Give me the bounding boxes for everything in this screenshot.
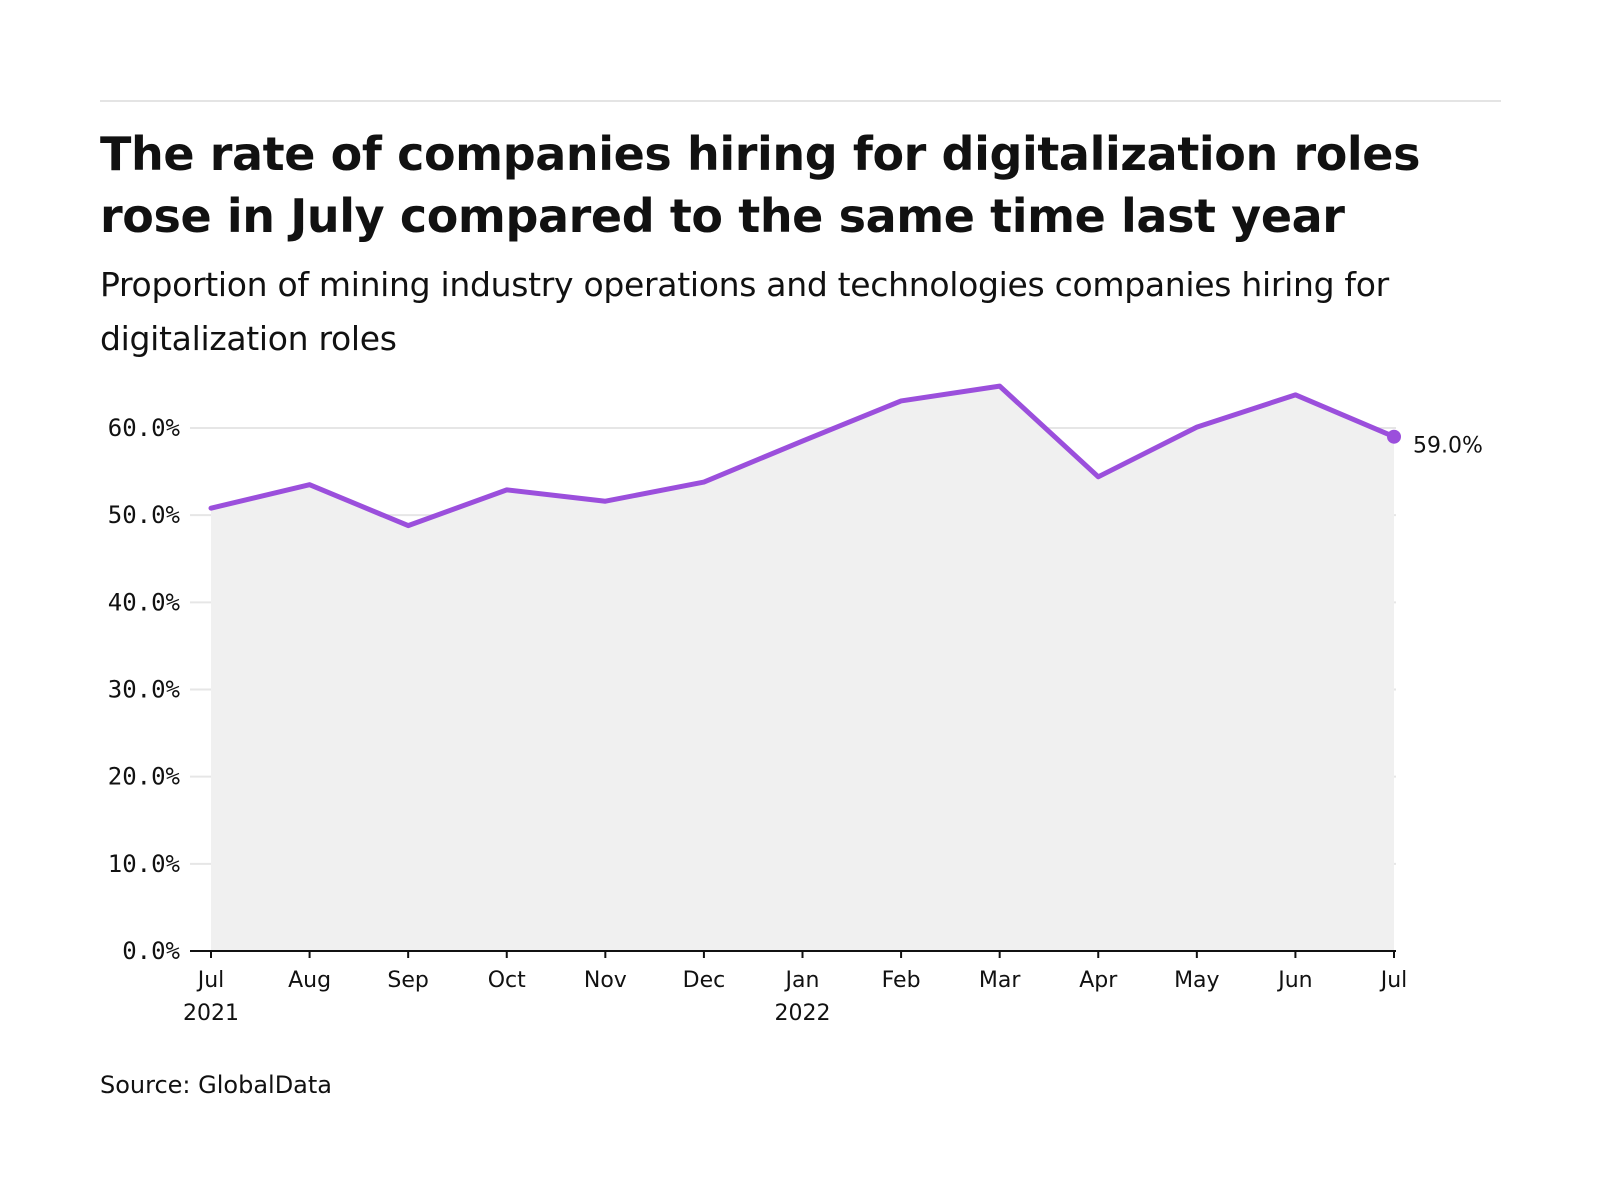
x-tick-year-label: 2022 (775, 1001, 831, 1026)
x-tick-label: Aug (288, 968, 331, 993)
y-tick-label: 0.0% (122, 937, 180, 965)
x-tick-label: Jan (784, 968, 820, 993)
x-tick-label: Dec (683, 968, 726, 993)
x-tick-label: Nov (584, 968, 627, 993)
y-axis-tick-labels: 0.0% 10.0% 20.0% 30.0% 40.0% 50.0% 60.0% (108, 414, 181, 965)
end-point-marker (1387, 429, 1401, 444)
series-line (208, 383, 1397, 529)
area-fill-layer (211, 386, 1394, 951)
x-tick-label: Jun (1276, 968, 1312, 993)
top-divider (100, 100, 1501, 102)
series-line-layer (208, 383, 1401, 529)
y-tick-label: 10.0% (108, 850, 181, 878)
y-tick-label: 60.0% (108, 414, 181, 442)
x-tick-year-label: 2021 (183, 1001, 239, 1026)
x-tick-label: Feb (882, 968, 921, 993)
source-note: Source: GlobalData (100, 1071, 333, 1099)
x-tick-label: Oct (488, 968, 526, 993)
end-value-label: 59.0% (1413, 434, 1483, 459)
y-tick-label: 20.0% (108, 763, 181, 791)
y-tick-label: 40.0% (108, 588, 181, 616)
x-tick-label: Jul (196, 968, 225, 993)
chart-subtitle: Proportion of mining industry operations… (100, 265, 1389, 358)
area-fill (211, 386, 1394, 951)
x-axis (190, 950, 1396, 958)
data-label-layer: 59.0% (1413, 434, 1483, 459)
y-tick-label: 50.0% (108, 501, 181, 529)
x-tick-label: Sep (387, 968, 428, 993)
x-tick-label: Mar (979, 968, 1021, 993)
x-axis-tick-labels: Jul 2021 Aug Sep Oct Nov Dec Jan 2022 Feb Mar Apr Ma… (183, 968, 1407, 1026)
x-tick-label: Apr (1079, 968, 1118, 993)
chart-title: The rate of companies hiring for digital… (100, 127, 1421, 243)
y-tick-label: 30.0% (108, 675, 181, 703)
x-tick-label: May (1174, 968, 1219, 993)
x-tick-label: Jul (1379, 968, 1408, 993)
